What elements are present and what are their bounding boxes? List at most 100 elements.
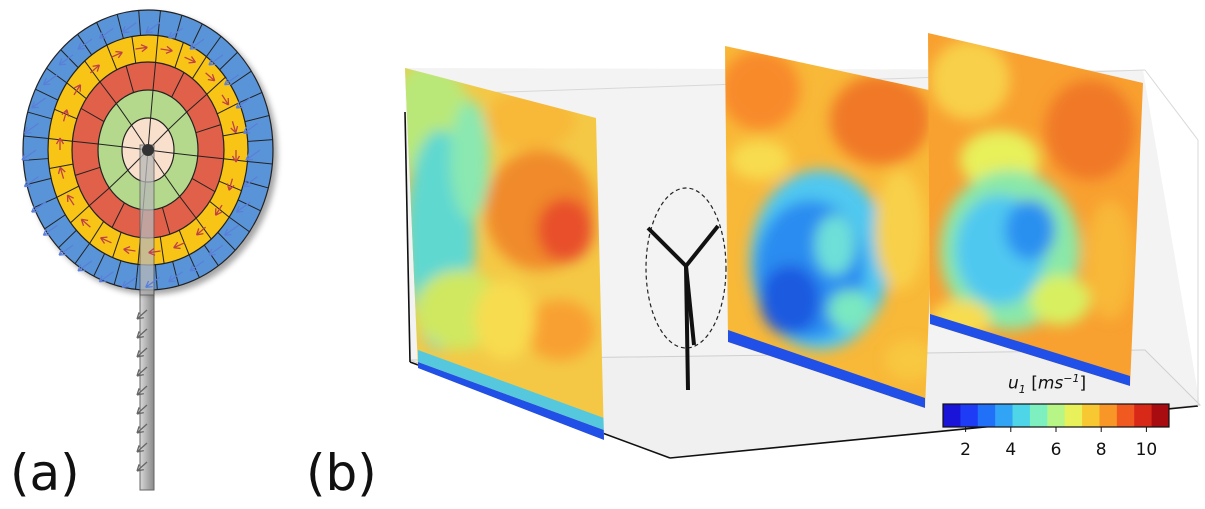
force-arrow xyxy=(99,236,112,244)
force-arrow xyxy=(111,50,123,59)
colorbar-unit-exp: −1 xyxy=(1063,372,1080,385)
sector-line xyxy=(89,221,105,244)
sector-line xyxy=(111,202,125,228)
sector-line xyxy=(150,90,154,119)
sector-line xyxy=(174,15,183,40)
sector-line xyxy=(99,81,117,104)
sector-line xyxy=(228,216,250,233)
force-arrow xyxy=(135,44,148,53)
force-arrow xyxy=(231,150,241,163)
force-arrow xyxy=(31,97,47,109)
colorbar-cell xyxy=(1064,404,1083,427)
force-arrow xyxy=(221,94,230,106)
colorbar-cell xyxy=(995,404,1014,427)
force-arrow xyxy=(23,122,39,135)
force-arrow xyxy=(121,22,137,34)
sector-line xyxy=(197,155,224,160)
colorbar-unit: ms xyxy=(1037,373,1064,394)
colorbar-tick-label: 10 xyxy=(1135,440,1158,460)
colorbar xyxy=(942,403,1170,432)
force-arrow xyxy=(89,64,101,74)
force-arrow xyxy=(189,260,205,272)
force-arrow xyxy=(145,276,161,288)
sector-line xyxy=(238,91,263,104)
force-arrow xyxy=(57,166,66,179)
sector-line xyxy=(26,177,52,185)
colorbar-cell xyxy=(943,404,961,427)
force-arrow xyxy=(148,247,161,256)
force-arrow xyxy=(195,226,207,236)
force-arrow xyxy=(242,176,258,188)
colorbar-tick-label: 2 xyxy=(960,440,972,460)
force-arrow xyxy=(136,404,148,415)
colorbar-cell xyxy=(1029,404,1048,427)
sector-line xyxy=(80,107,105,123)
sector-line xyxy=(230,70,252,86)
force-arrow xyxy=(208,244,224,256)
force-arrow xyxy=(136,328,148,339)
sector-line xyxy=(205,36,222,57)
colorbar-title: u1 [ms−1] xyxy=(1008,372,1086,396)
axis-left xyxy=(404,111,411,363)
sector-line xyxy=(23,135,49,140)
sector-line xyxy=(88,187,110,207)
sector-line xyxy=(113,260,122,285)
force-arrow xyxy=(123,246,136,255)
turbine-rotor-outline xyxy=(645,187,727,391)
velocity-slice-2 xyxy=(725,46,938,408)
force-arrow xyxy=(66,194,75,206)
sector-line xyxy=(35,88,59,101)
sector-line xyxy=(155,35,159,63)
force-arrow xyxy=(205,72,216,82)
sector-line xyxy=(70,205,90,224)
colorbar-var-sub: 1 xyxy=(1018,383,1026,397)
colorbar-cell xyxy=(1099,404,1118,427)
force-arrow xyxy=(208,54,224,66)
sector-line xyxy=(112,232,122,258)
sector-line xyxy=(167,111,188,131)
force-arrow xyxy=(224,224,239,236)
sector-line xyxy=(186,93,208,113)
force-arrow xyxy=(42,224,58,236)
force-arrow xyxy=(136,366,148,377)
hub xyxy=(142,144,154,156)
sector-line xyxy=(152,62,157,91)
sector-line xyxy=(60,49,79,69)
force-arrow xyxy=(136,423,148,434)
sector-line xyxy=(217,231,236,251)
force-arrow xyxy=(136,461,148,472)
sector-line xyxy=(135,264,139,290)
sector-line xyxy=(74,243,91,264)
colorbar-cell xyxy=(960,404,979,427)
velocity-slice-3 xyxy=(928,33,1143,386)
sector-line xyxy=(56,185,79,198)
sector-line xyxy=(188,254,200,278)
force-arrow xyxy=(58,244,74,256)
force-arrow xyxy=(73,84,82,96)
sector-line xyxy=(93,253,106,277)
colorbar-tick-label: 4 xyxy=(1005,440,1017,460)
sector-line xyxy=(191,177,216,193)
force-arrow xyxy=(168,271,183,283)
tower-overlay xyxy=(139,144,155,296)
sector-line xyxy=(27,111,52,120)
force-arrow xyxy=(136,442,148,453)
force-arrow xyxy=(214,204,223,216)
force-arrow xyxy=(136,385,148,396)
sector-line xyxy=(49,163,74,170)
sector-line xyxy=(108,169,129,189)
force-arrow xyxy=(226,178,235,191)
sector-line xyxy=(159,236,165,264)
force-arrow xyxy=(173,241,185,250)
colorbar-cell xyxy=(1134,404,1153,427)
sector-line xyxy=(217,102,240,115)
panel-label-b: (b) xyxy=(306,444,377,502)
force-arrow xyxy=(77,38,93,50)
sector-line xyxy=(222,130,247,137)
force-arrow xyxy=(23,176,39,188)
force-arrow xyxy=(184,56,197,64)
force-arrow xyxy=(121,276,137,288)
colorbar-cell xyxy=(1151,404,1170,427)
force-arrow xyxy=(55,137,65,150)
